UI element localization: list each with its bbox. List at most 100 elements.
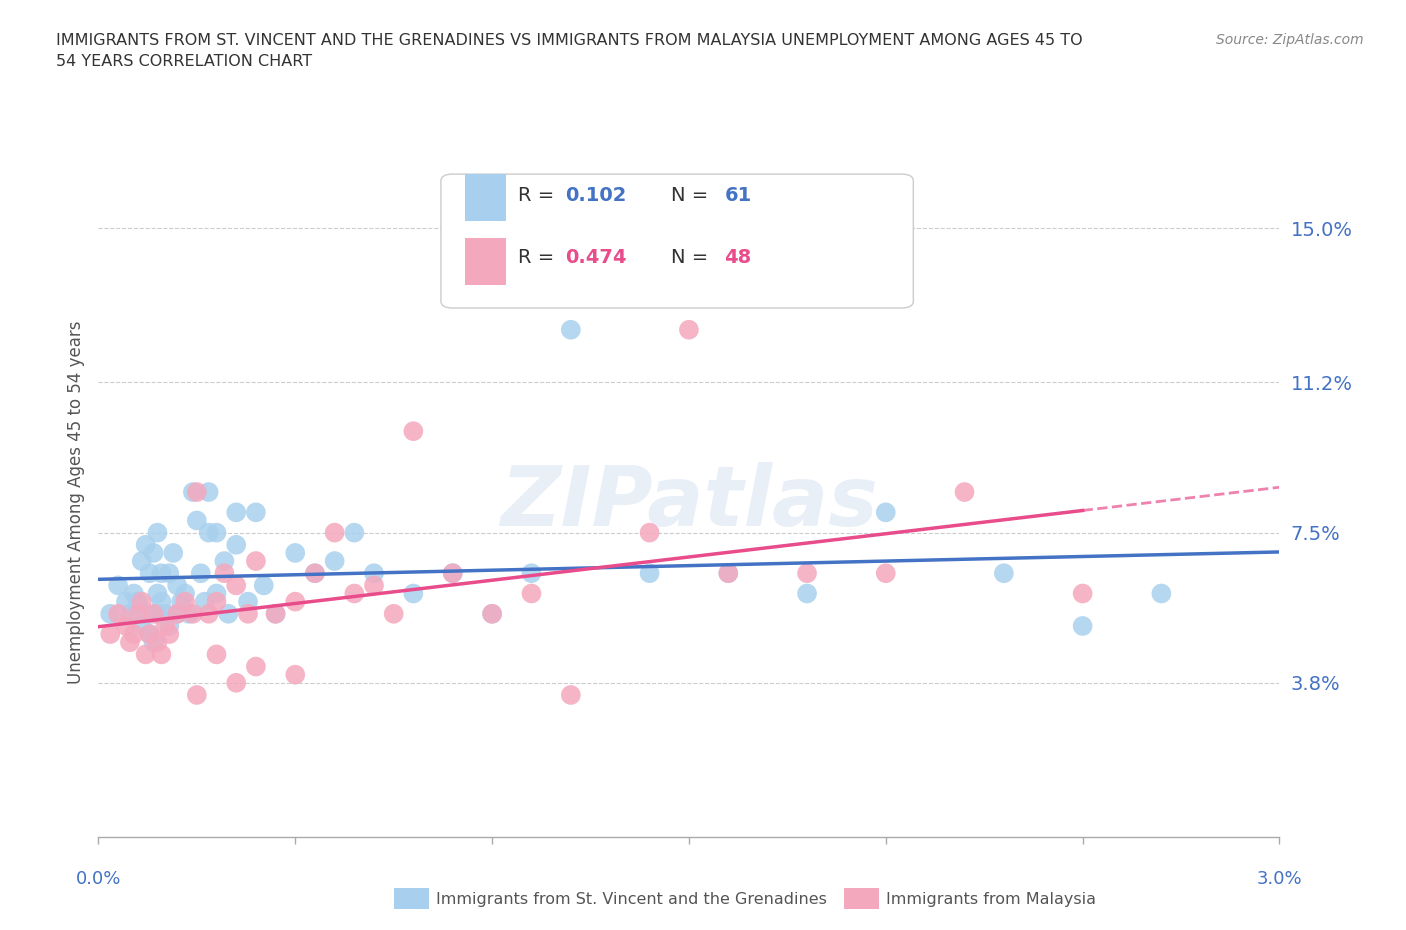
Point (205, 647, 228, 662)
Point (284, 667, 307, 682)
Point (186, 485, 208, 499)
Point (264, 606, 287, 621)
Point (343, 586, 366, 601)
Point (560, 687, 582, 702)
Point (214, 565, 236, 580)
Point (155, 618, 177, 633)
Point (166, 578, 188, 592)
Point (205, 525, 228, 540)
Text: 54 YEARS CORRELATION CHART: 54 YEARS CORRELATION CHART (56, 54, 312, 69)
Point (205, 586, 228, 601)
Point (993, 565, 1015, 580)
Point (245, 505, 267, 520)
Point (678, 323, 700, 338)
Point (157, 565, 180, 580)
Text: ZIPatlas: ZIPatlas (501, 461, 877, 543)
Point (214, 553, 236, 568)
Point (157, 627, 180, 642)
Point (343, 525, 366, 540)
Text: 0.0%: 0.0% (76, 870, 121, 887)
Point (1150, 586, 1173, 601)
Point (131, 553, 153, 568)
Point (304, 565, 326, 580)
Point (197, 606, 219, 621)
Point (236, 606, 259, 621)
Point (225, 578, 247, 592)
Point (146, 606, 169, 621)
Point (127, 606, 149, 621)
Point (225, 538, 247, 552)
Point (146, 586, 169, 601)
Point (875, 565, 897, 580)
Point (194, 594, 217, 609)
Point (131, 594, 153, 609)
Point (107, 606, 129, 621)
Point (481, 606, 503, 621)
Point (107, 578, 129, 592)
Point (174, 594, 197, 609)
Point (127, 594, 149, 609)
Point (225, 505, 247, 520)
Point (796, 565, 818, 580)
Point (150, 565, 173, 580)
Point (402, 424, 425, 439)
Point (304, 565, 326, 580)
Point (197, 525, 219, 540)
Point (236, 594, 259, 609)
Point (796, 586, 818, 601)
Y-axis label: Unemployment Among Ages 45 to 54 years: Unemployment Among Ages 45 to 54 years (66, 321, 84, 684)
Point (225, 675, 247, 690)
Point (115, 594, 138, 609)
Text: R =: R = (517, 248, 560, 267)
Point (520, 565, 543, 580)
Point (166, 606, 188, 621)
Point (638, 565, 661, 580)
Point (166, 606, 188, 621)
Text: IMMIGRANTS FROM ST. VINCENT AND THE GRENADINES VS IMMIGRANTS FROM MALAYSIA UNEMP: IMMIGRANTS FROM ST. VINCENT AND THE GREN… (56, 33, 1083, 47)
Point (717, 565, 740, 580)
Point (186, 687, 208, 702)
Point (122, 627, 145, 642)
Text: Source: ZipAtlas.com: Source: ZipAtlas.com (1216, 33, 1364, 46)
Text: 0.102: 0.102 (565, 186, 626, 205)
Point (441, 565, 464, 580)
Point (284, 594, 307, 609)
Point (118, 606, 141, 621)
Point (402, 586, 425, 601)
Point (1071, 586, 1094, 601)
Point (245, 553, 267, 568)
Point (122, 586, 145, 601)
Text: R =: R = (517, 186, 560, 205)
Point (142, 606, 165, 621)
Text: 0.474: 0.474 (565, 248, 627, 267)
Point (146, 635, 169, 650)
Point (162, 546, 184, 561)
Point (638, 525, 661, 540)
Point (181, 485, 204, 499)
Point (197, 485, 219, 499)
Point (135, 606, 157, 621)
Point (146, 525, 169, 540)
Point (284, 546, 307, 561)
Point (131, 618, 153, 633)
Point (253, 578, 276, 592)
Point (205, 594, 228, 609)
Point (363, 565, 385, 580)
Point (138, 627, 160, 642)
Point (363, 578, 385, 592)
Point (155, 606, 177, 621)
Text: N =: N = (671, 248, 714, 267)
Point (142, 546, 165, 561)
Point (138, 627, 160, 642)
Point (323, 525, 346, 540)
Point (98, 606, 121, 621)
Text: 61: 61 (724, 186, 752, 205)
Point (135, 647, 157, 662)
Point (520, 586, 543, 601)
Point (264, 606, 287, 621)
Point (150, 594, 173, 609)
Point (217, 606, 239, 621)
Point (98, 627, 121, 642)
Point (181, 606, 204, 621)
Point (382, 606, 405, 621)
